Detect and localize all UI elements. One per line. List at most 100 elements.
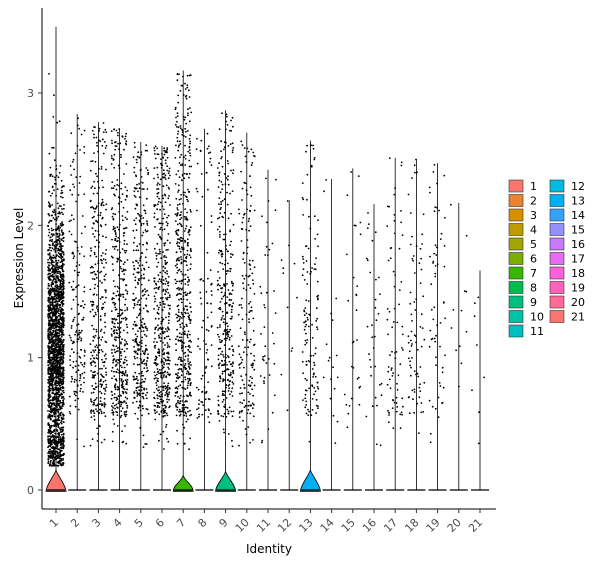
data-point	[56, 343, 59, 345]
data-point	[113, 375, 116, 377]
data-point	[252, 317, 255, 320]
data-point	[227, 289, 230, 291]
data-point	[78, 336, 81, 339]
data-point	[91, 216, 94, 219]
data-point	[48, 305, 50, 308]
data-point	[58, 383, 60, 386]
data-point	[49, 455, 52, 458]
data-point	[158, 183, 161, 186]
data-point	[178, 144, 181, 147]
data-point	[104, 353, 107, 355]
data-point	[118, 327, 120, 330]
data-point	[97, 230, 100, 233]
data-point	[199, 149, 202, 152]
data-point	[221, 297, 223, 300]
data-point	[54, 453, 57, 456]
data-point	[121, 338, 123, 341]
data-point	[227, 183, 230, 186]
data-point	[145, 261, 148, 264]
data-point	[225, 270, 227, 273]
data-point	[179, 143, 182, 145]
data-point	[139, 400, 142, 403]
data-point	[51, 261, 53, 263]
data-point	[62, 270, 65, 273]
data-point	[102, 306, 105, 309]
data-point	[221, 262, 224, 265]
data-point	[175, 380, 178, 383]
data-point	[83, 129, 86, 132]
data-point	[54, 257, 57, 259]
data-point	[112, 228, 115, 231]
data-point	[48, 404, 51, 406]
data-point	[228, 406, 231, 409]
data-point	[61, 405, 64, 407]
data-point	[55, 276, 58, 279]
data-point	[111, 317, 114, 320]
data-point	[58, 378, 61, 381]
data-point	[161, 360, 164, 362]
data-point	[134, 146, 136, 149]
data-point	[51, 384, 54, 387]
data-point	[185, 294, 188, 297]
data-point	[56, 275, 59, 277]
data-point	[53, 218, 56, 221]
data-point	[185, 255, 188, 258]
data-point	[207, 408, 210, 411]
data-point	[179, 394, 182, 397]
data-point	[61, 403, 64, 406]
data-point	[166, 156, 169, 159]
data-point	[178, 410, 181, 413]
data-point	[187, 231, 190, 234]
data-point	[174, 395, 177, 397]
data-point	[222, 354, 224, 356]
data-point	[179, 125, 182, 127]
data-point	[48, 356, 51, 358]
data-point	[124, 371, 127, 374]
data-point	[70, 174, 73, 176]
data-point	[239, 387, 242, 389]
data-point	[53, 354, 55, 357]
data-point	[62, 253, 65, 256]
data-point	[136, 303, 139, 306]
data-point	[70, 286, 73, 288]
data-point	[115, 235, 118, 238]
data-point	[54, 348, 56, 351]
data-point	[57, 438, 60, 441]
data-point	[160, 391, 162, 393]
data-point	[157, 329, 160, 331]
data-point	[179, 384, 182, 387]
data-point	[157, 404, 159, 407]
data-point	[183, 366, 186, 368]
data-point	[100, 410, 103, 413]
data-point	[53, 327, 56, 329]
data-point	[113, 301, 115, 304]
data-point	[62, 207, 65, 210]
data-point	[51, 229, 53, 232]
data-point	[123, 243, 126, 245]
data-point	[156, 195, 159, 198]
data-point	[49, 175, 52, 178]
data-point	[60, 290, 63, 293]
data-point	[48, 353, 51, 356]
data-point	[124, 261, 126, 264]
data-point	[47, 261, 49, 264]
data-point	[54, 245, 57, 248]
data-point	[115, 329, 118, 332]
data-point	[189, 152, 191, 155]
data-point	[50, 337, 53, 339]
data-point	[164, 283, 167, 285]
data-point	[142, 289, 145, 292]
data-point	[101, 296, 103, 298]
data-point	[182, 315, 185, 317]
data-point	[186, 249, 189, 252]
data-point	[163, 361, 165, 364]
data-point	[217, 271, 220, 273]
data-point	[160, 376, 163, 378]
data-point	[53, 394, 56, 396]
data-point	[199, 224, 202, 227]
data-point	[232, 372, 235, 375]
data-point	[169, 174, 171, 177]
data-point	[57, 292, 60, 295]
data-point	[56, 322, 59, 325]
data-point	[159, 222, 162, 225]
